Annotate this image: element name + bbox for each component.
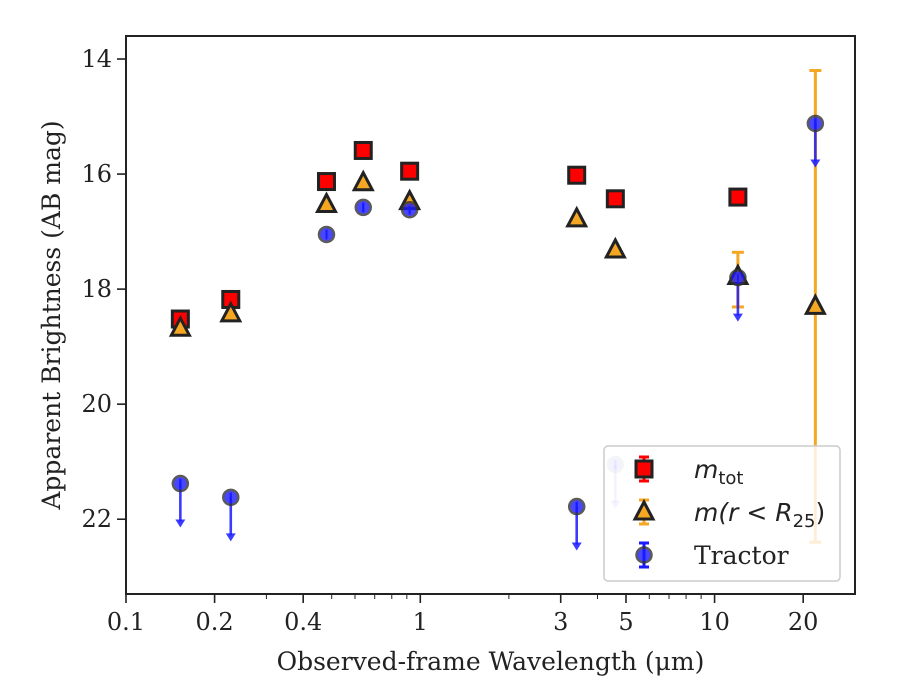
x-tick-label: 10 (699, 608, 730, 636)
y-tick-label: 22 (81, 505, 112, 533)
square-point (605, 189, 625, 209)
y-tick-label: 20 (81, 390, 112, 418)
triangle-point (351, 169, 375, 192)
y-tick-label: 16 (81, 160, 112, 188)
square-point (316, 172, 336, 192)
triangle-point (603, 236, 627, 259)
square-point (353, 140, 373, 160)
triangle-point (219, 300, 243, 323)
upper-limit-arrow-head (175, 519, 186, 528)
legend-label-m-tot: mtot (694, 455, 744, 489)
x-tick-label: 0.2 (196, 608, 234, 636)
y-axis-label: Apparent Brightness (AB mag) (37, 120, 66, 510)
x-tick-label: 1 (413, 608, 428, 636)
upper-limit-arrow-head (810, 159, 821, 168)
triangle-point (565, 205, 589, 228)
square-point (400, 161, 420, 181)
y-tick-label: 14 (81, 45, 112, 73)
axes: 0.1 0.2 0.4 1 3 5 10 20 14 16 18 20 22 Observed-frame… (37, 45, 818, 676)
x-tick-label: 0.4 (284, 608, 322, 636)
upper-limit-arrow-head (732, 313, 743, 322)
x-axis-label: Observed-frame Wavelength (μm) (277, 647, 705, 676)
legend-box (603, 445, 841, 582)
legend: mtot m(r < R25) Tractor (603, 445, 841, 582)
legend-triangle-marker (632, 498, 656, 521)
triangle-point (803, 293, 827, 315)
square-point (728, 187, 748, 207)
x-tick-label: 20 (788, 608, 819, 636)
x-tick-label: 3 (553, 608, 568, 636)
plot-area (168, 69, 827, 551)
triangle-point (314, 191, 338, 214)
legend-square-marker (634, 459, 654, 479)
triangle-point (168, 315, 192, 337)
x-tick-label: 0.1 (107, 608, 145, 636)
square-point (567, 165, 587, 185)
y-tick-label: 18 (81, 275, 112, 303)
legend-label-m-r25: m(r < R25) (694, 498, 825, 532)
x-tick-label: 5 (618, 608, 633, 636)
upper-limit-arrow-head (571, 542, 582, 551)
legend-circle-marker (635, 546, 653, 564)
upper-limit-arrow-head (225, 533, 236, 542)
plot-frame (125, 35, 856, 595)
legend-label-tractor: Tractor (694, 541, 789, 570)
